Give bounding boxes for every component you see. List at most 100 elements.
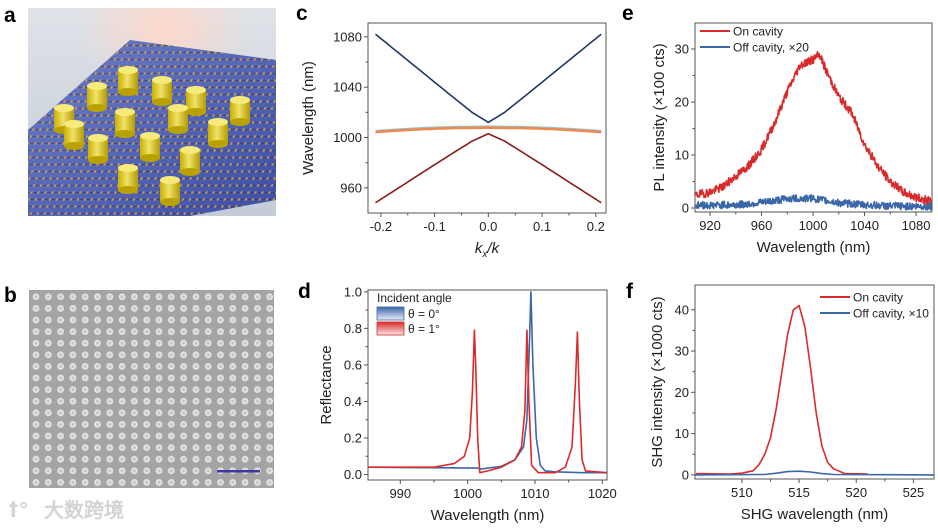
y-tick-label: 30	[675, 41, 689, 56]
pillar-top	[180, 146, 200, 154]
x-axis-label-main: k	[475, 240, 484, 257]
y-tick-label: 20	[675, 385, 689, 400]
panel-a: a	[4, 4, 276, 216]
pillar-base	[168, 126, 188, 134]
pillar-top	[87, 82, 107, 90]
panel-label-f: f	[626, 280, 634, 303]
y-tick-label: 0	[682, 467, 689, 482]
pillar-base	[87, 104, 107, 112]
pillar-body	[64, 124, 84, 146]
pillar-base	[88, 156, 108, 164]
nanopillar	[140, 132, 160, 162]
legend-entry-label: Off cavity, ×20	[733, 41, 809, 55]
pillar-body	[168, 108, 188, 130]
nanopillar	[168, 104, 188, 134]
legend-entry-label: On cavity	[853, 291, 903, 305]
legend-entry-label: Off cavity, ×10	[853, 307, 929, 321]
y-axis-label: Reflectance	[318, 345, 335, 424]
y-tick-label: 20	[675, 94, 689, 109]
y-tick-label: 40	[675, 302, 689, 317]
pillar-top	[168, 104, 188, 112]
y-tick-label: 1040	[333, 80, 362, 95]
series-line-off-cavity-10	[695, 470, 934, 476]
chart-e: 920 960 1000 1040 1080 0 10 20 30 Wavelength (nm)…	[651, 22, 933, 256]
pillar-top	[118, 164, 138, 172]
x-tick-label: -0.1	[423, 219, 445, 234]
pillar-base	[115, 130, 135, 138]
legend: On cavity Off cavity, ×10	[820, 291, 929, 321]
y-tick-label: 10	[675, 148, 689, 163]
x-tick-label: 0.1	[533, 219, 551, 234]
nanopillar	[88, 134, 108, 164]
nanopillar-array	[54, 66, 250, 206]
x-tick-label: 990	[389, 486, 411, 501]
x-tick-label: 510	[731, 485, 753, 500]
x-tick-label: 1040	[850, 218, 879, 233]
panel-label-e: e	[622, 2, 634, 25]
series-line-on-cavity	[696, 304, 868, 475]
legend: On cavity Off cavity, ×20	[700, 25, 809, 55]
legend-entry-label: θ = 0°	[408, 307, 440, 321]
plot-frame	[367, 289, 608, 481]
pillar-body	[230, 100, 250, 122]
panel-label-c: c	[296, 2, 308, 25]
pillar-body	[208, 122, 228, 144]
nanopillar	[64, 120, 84, 150]
series-group	[695, 304, 934, 476]
plot-frame	[367, 22, 607, 214]
pillar-body	[180, 150, 200, 172]
x-axis-label: Wavelength (nm)	[431, 507, 545, 524]
pillar-base	[160, 198, 180, 206]
y-tick-label: 10	[675, 426, 689, 441]
charts: -0.2 -0.1 0.0 0.1 0.2960100010401080kx/kWave…	[300, 22, 935, 524]
pillar-base	[64, 142, 84, 150]
x-tick-label: -0.2	[370, 219, 392, 234]
y-tick-label: 0.8	[344, 321, 362, 336]
y-tick-label: 0.2	[344, 430, 362, 445]
x-tick-label: 1000	[799, 218, 828, 233]
x-tick-label: 1000	[453, 486, 482, 501]
panel-label-a: a	[4, 4, 16, 27]
pillar-top	[230, 96, 250, 104]
pillar-body	[88, 138, 108, 160]
y-axis-label: PL intensity (×100 cts)	[651, 43, 668, 191]
x-tick-label: 920	[699, 218, 721, 233]
pillar-top	[115, 108, 135, 116]
nanopillar	[152, 76, 172, 106]
pillar-top	[140, 132, 160, 140]
nanopillar	[118, 164, 138, 194]
series-line--1-	[368, 329, 607, 474]
chart-c: -0.2 -0.1 0.0 0.1 0.2 960 1000 1040 1080 kx/k Wave…	[300, 22, 607, 260]
pillar-body	[115, 112, 135, 134]
pillar-base	[118, 186, 138, 194]
sem-image	[29, 290, 274, 488]
y-tick-label: 0.4	[344, 394, 362, 409]
pillar-top	[118, 66, 138, 74]
pillar-base	[180, 168, 200, 176]
x-tick-label: 525	[903, 485, 925, 500]
y-tick-label: 30	[675, 344, 689, 359]
chart-d: 990 1000 1010 1020 0.0 0.2 0.4 0.6 0.8 1.0 Wavelen…	[318, 284, 617, 524]
series-line-flat-band-2	[375, 126, 602, 134]
y-axis-label: Wavelength (nm)	[300, 61, 317, 175]
series-group	[374, 33, 602, 204]
nanopillar	[160, 176, 180, 206]
x-tick-label: 520	[845, 485, 867, 500]
x-axis-label: SHG wavelength (nm)	[741, 506, 889, 523]
series-line-lower-band	[375, 132, 602, 204]
pillar-body	[87, 86, 107, 108]
legend: Incident angle θ = 0°θ = 1°	[376, 291, 452, 336]
x-axis-label: kx/k	[475, 240, 501, 260]
y-tick-label: 0.6	[344, 357, 362, 372]
plot-frame	[694, 284, 935, 480]
pillar-base	[186, 108, 206, 116]
nanopillar	[180, 146, 200, 176]
panel-label-d: d	[298, 280, 311, 303]
panel-label-b: b	[4, 284, 17, 307]
pillar-base	[140, 154, 160, 162]
y-tick-label: 960	[340, 180, 362, 195]
series-line--0-	[368, 290, 607, 474]
pillar-body	[152, 80, 172, 102]
pillar-top	[88, 134, 108, 142]
nanopillar	[186, 86, 206, 116]
